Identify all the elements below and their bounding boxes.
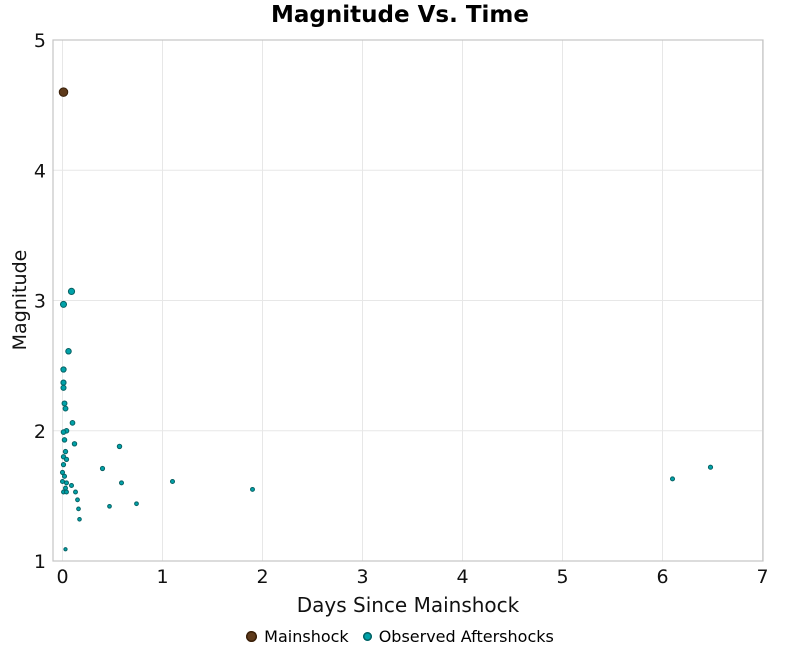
x-axis-label: Days Since Mainshock	[296, 593, 520, 617]
aftershock-point	[99, 465, 106, 472]
aftershock-point	[119, 480, 124, 486]
aftershock-point	[707, 464, 714, 470]
aftershock-point	[107, 503, 112, 509]
legend-item-observed-aftershocks: Observed Aftershocks	[362, 627, 554, 646]
aftershock-point	[71, 441, 78, 447]
y-tick-label: 1	[34, 551, 46, 573]
y-tick-label: 4	[34, 160, 46, 182]
aftershock-point	[61, 437, 68, 443]
aftershocks-marker-icon	[362, 632, 372, 641]
aftershock-point	[59, 469, 66, 475]
aftershock-point	[69, 483, 74, 488]
aftershock-point	[60, 384, 67, 391]
aftershock-point	[169, 478, 176, 485]
aftershock-point	[60, 379, 67, 386]
y-tick-label: 3	[34, 291, 46, 313]
aftershock-point	[134, 501, 139, 507]
aftershock-point	[75, 497, 80, 503]
x-tick-label: 3	[356, 566, 368, 588]
mainshock-marker-icon	[246, 631, 258, 642]
aftershock-point	[250, 486, 255, 492]
aftershock-point	[64, 480, 69, 486]
y-tick-label: 2	[34, 421, 46, 443]
aftershock-point	[60, 429, 67, 435]
aftershock-point	[67, 287, 76, 295]
y-tick-label: 5	[34, 30, 46, 52]
aftershock-point	[65, 348, 72, 355]
aftershock-point	[60, 366, 67, 373]
x-tick-label: 0	[56, 566, 68, 588]
aftershock-point	[63, 485, 68, 491]
aftershock-point	[61, 473, 68, 479]
aftershock-point	[64, 489, 69, 495]
aftershocks-legend-label: Observed Aftershocks	[378, 627, 554, 646]
aftershock-point	[77, 517, 82, 522]
aftershock-point	[60, 462, 67, 468]
x-tick-label: 7	[756, 566, 768, 588]
aftershock-point	[69, 420, 76, 426]
aftershock-point	[59, 300, 68, 308]
x-tick-label: 2	[256, 566, 268, 588]
legend: Mainshock Observed Aftershocks	[0, 627, 800, 646]
mainshock-point	[58, 87, 69, 97]
x-tick-label: 6	[656, 566, 668, 588]
aftershock-point	[76, 506, 81, 512]
aftershock-point	[63, 547, 68, 552]
aftershock-point	[59, 478, 66, 485]
aftershock-point	[62, 405, 69, 412]
x-tick-label: 4	[456, 566, 468, 588]
aftershock-point	[61, 400, 68, 407]
plot-border	[52, 39, 764, 562]
x-tick-label: 5	[556, 566, 568, 588]
x-tick-label: 1	[156, 566, 168, 588]
legend-item-mainshock: Mainshock	[246, 627, 349, 646]
aftershock-point	[116, 443, 123, 450]
aftershock-point	[63, 456, 70, 463]
aftershock-point	[73, 489, 78, 495]
mainshock-legend-label: Mainshock	[264, 627, 349, 646]
aftershock-point	[62, 448, 69, 455]
aftershock-point	[669, 476, 676, 482]
chart-title: Magnitude Vs. Time	[271, 2, 529, 28]
